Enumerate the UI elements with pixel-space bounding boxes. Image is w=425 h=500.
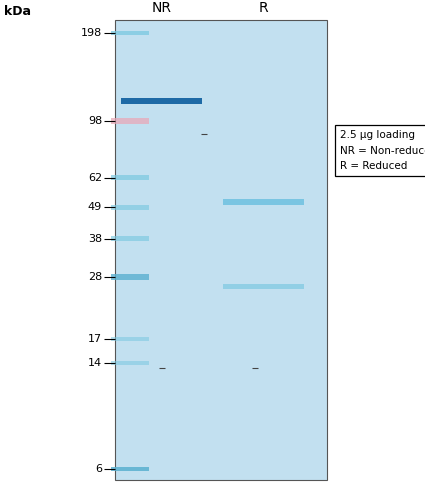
Bar xyxy=(110,118,149,124)
Text: 49: 49 xyxy=(88,202,102,212)
Bar xyxy=(110,236,149,242)
Text: kDa: kDa xyxy=(4,5,31,18)
Bar xyxy=(110,205,149,210)
Bar xyxy=(121,98,202,104)
Bar xyxy=(223,284,304,288)
Text: 198: 198 xyxy=(81,28,102,38)
Text: 17: 17 xyxy=(88,334,102,344)
Bar xyxy=(110,274,149,280)
Bar xyxy=(110,338,149,342)
Bar xyxy=(110,467,149,471)
Bar xyxy=(110,362,149,366)
Text: 2.5 μg loading
NR = Non-reduced
R = Reduced: 2.5 μg loading NR = Non-reduced R = Redu… xyxy=(340,130,425,171)
Bar xyxy=(115,20,327,480)
Bar xyxy=(110,31,149,35)
Text: 62: 62 xyxy=(88,173,102,183)
Bar xyxy=(223,200,304,205)
Text: 98: 98 xyxy=(88,116,102,126)
Text: 14: 14 xyxy=(88,358,102,368)
Bar xyxy=(110,176,149,180)
Text: NR: NR xyxy=(151,1,172,15)
Text: 6: 6 xyxy=(95,464,102,474)
Text: R: R xyxy=(259,1,268,15)
Text: 28: 28 xyxy=(88,272,102,282)
Text: 38: 38 xyxy=(88,234,102,244)
